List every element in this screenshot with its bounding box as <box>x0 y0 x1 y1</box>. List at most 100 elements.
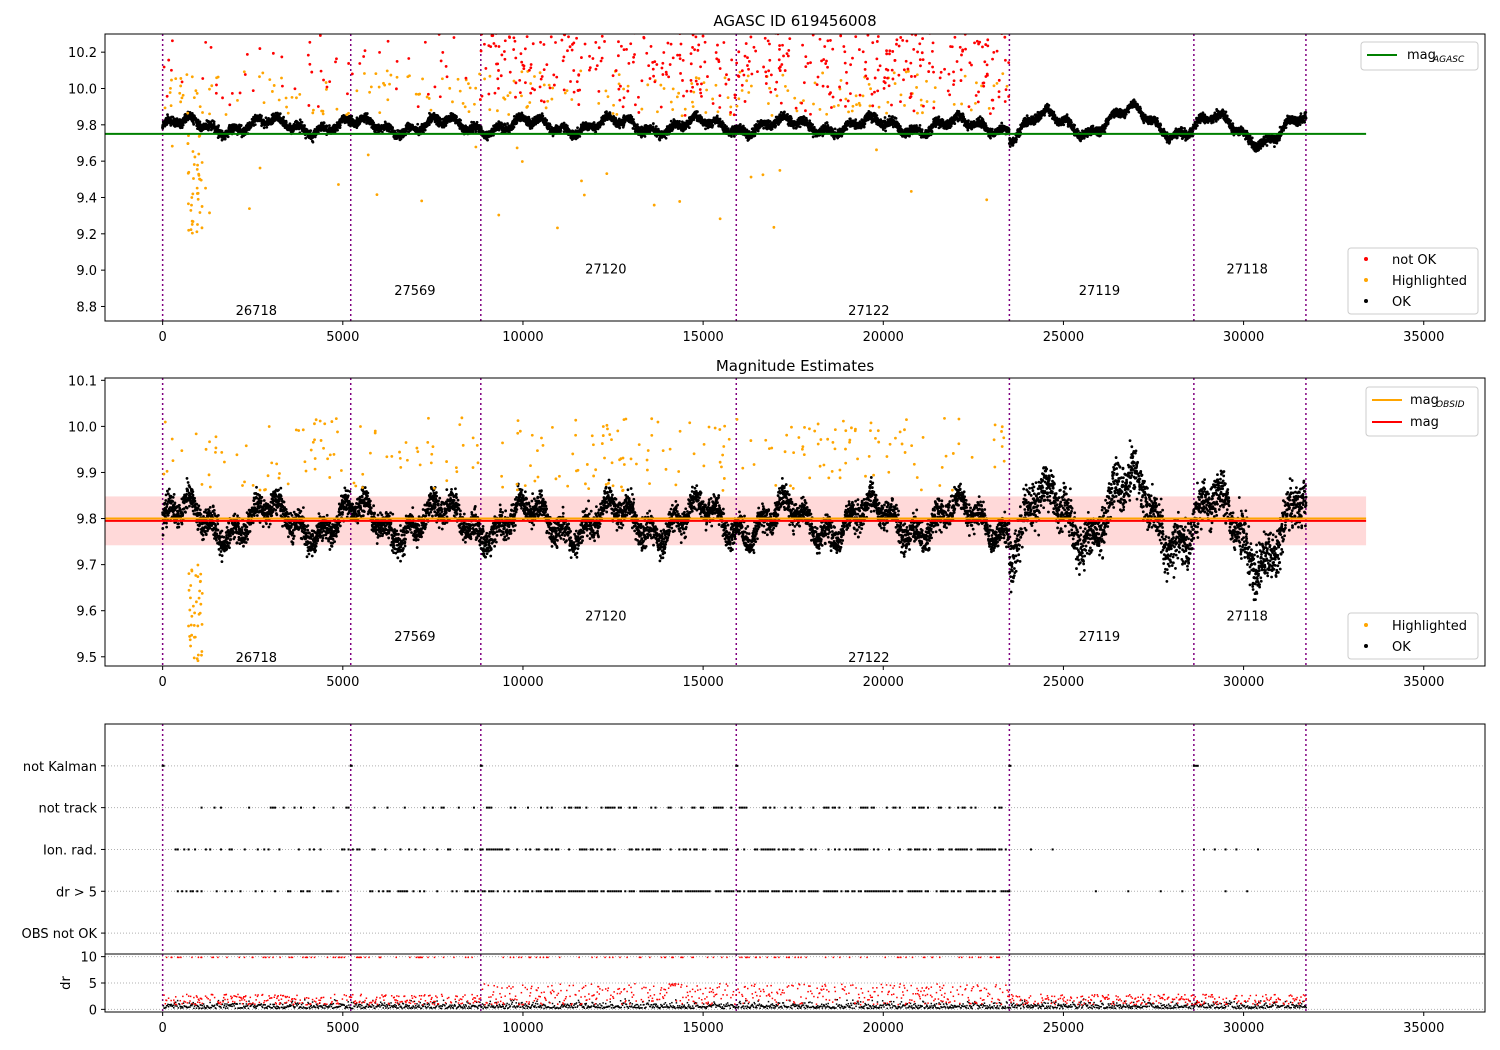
ok-point <box>212 120 216 124</box>
ok-point <box>350 114 354 118</box>
ok-point <box>475 120 479 124</box>
ok-point <box>651 122 655 125</box>
ok-point <box>455 115 458 119</box>
ok-point <box>347 115 351 118</box>
ok-point <box>265 125 269 129</box>
ok-point <box>875 114 879 117</box>
ok-point <box>459 118 463 122</box>
ok-point <box>181 123 185 127</box>
ok-point <box>217 124 220 127</box>
ok-point <box>576 126 579 130</box>
ok-point <box>825 121 829 125</box>
ok-point <box>687 126 691 130</box>
ok-point <box>284 120 288 124</box>
ok-point <box>226 135 230 139</box>
ok-point <box>664 136 668 140</box>
ok-point <box>783 110 786 114</box>
ok-point <box>845 127 849 131</box>
chart-title-1: AGASC ID 619456008 <box>713 12 876 30</box>
ok-point <box>798 125 802 129</box>
ok-point <box>423 128 427 132</box>
ok-point <box>282 115 285 119</box>
ok-point <box>262 126 266 130</box>
ok-point <box>786 112 789 116</box>
ok-point <box>622 124 626 127</box>
ok-point <box>602 122 605 126</box>
ok-point <box>854 118 858 122</box>
ok-point <box>322 121 326 125</box>
ok-point <box>220 129 224 133</box>
ok-point <box>654 125 658 128</box>
ok-point <box>161 126 165 130</box>
ok-point <box>273 118 277 122</box>
ok-point <box>578 134 582 138</box>
ok-point <box>311 140 315 144</box>
ok-point <box>774 124 777 128</box>
ok-point <box>444 124 448 127</box>
ok-point <box>474 130 478 133</box>
ok-point <box>196 118 200 122</box>
ok-point <box>303 124 306 127</box>
ok-point <box>732 134 736 138</box>
ok-point <box>937 115 941 119</box>
ok-point <box>212 122 216 126</box>
ok-point <box>223 137 227 141</box>
ok-point <box>427 123 431 127</box>
ok-point <box>486 138 489 142</box>
ok-point <box>239 123 243 127</box>
ok-point <box>479 126 483 130</box>
ok-point <box>863 122 867 126</box>
ok-point <box>165 123 169 126</box>
ok-point <box>862 125 866 129</box>
ok-point <box>512 125 516 129</box>
ok-point <box>253 123 257 126</box>
series-ok <box>161 98 1308 153</box>
ok-point <box>300 120 304 124</box>
ok-point <box>718 117 722 121</box>
ok-point <box>949 124 953 128</box>
ok-point <box>319 129 323 132</box>
ok-point <box>313 135 317 139</box>
ok-point <box>192 122 196 126</box>
ok-point <box>726 127 730 131</box>
ok-point <box>811 123 815 127</box>
ok-point <box>169 123 173 127</box>
ok-point <box>515 121 519 125</box>
ok-point <box>338 123 342 127</box>
ok-point <box>747 130 751 133</box>
ok-point <box>391 126 394 129</box>
ok-point <box>592 121 596 124</box>
ok-point <box>887 114 891 118</box>
ok-point <box>894 117 898 120</box>
ok-point <box>278 112 282 116</box>
ok-point <box>920 128 924 132</box>
ok-point <box>832 137 836 141</box>
ok-point <box>636 123 639 127</box>
ok-point <box>309 129 313 133</box>
ok-point <box>325 124 329 128</box>
ok-point <box>198 120 202 124</box>
ok-point <box>416 122 420 126</box>
ok-point <box>632 118 635 121</box>
ok-point <box>184 120 188 124</box>
ok-point <box>658 138 662 142</box>
ok-point <box>808 119 812 123</box>
ok-point <box>649 124 653 127</box>
ok-point <box>342 113 346 117</box>
ok-point <box>194 117 198 120</box>
ok-point <box>790 117 793 120</box>
ok-point <box>328 124 331 127</box>
ok-point <box>678 119 681 123</box>
ok-point <box>358 122 362 125</box>
ok-point <box>618 126 622 130</box>
ok-point <box>166 113 169 117</box>
ok-point <box>415 126 419 130</box>
ok-point <box>500 121 503 125</box>
ok-point <box>365 112 369 115</box>
ok-point <box>541 114 545 118</box>
ok-point <box>756 129 760 133</box>
ok-point <box>833 127 837 131</box>
ok-point <box>898 124 902 128</box>
